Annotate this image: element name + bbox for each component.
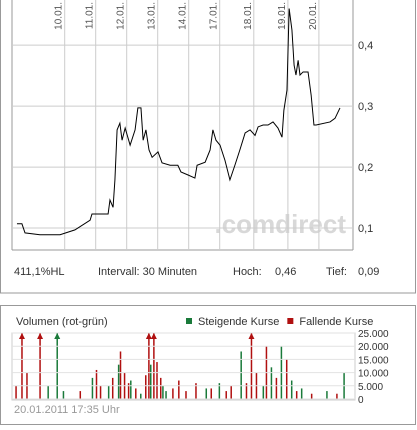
volume-bar (99, 385, 102, 399)
y-tick-label: 0 (358, 395, 364, 406)
volume-bar (95, 369, 98, 399)
volume-bar (91, 377, 94, 399)
volume-bar (135, 388, 137, 399)
volume-bar (250, 333, 253, 399)
volume-bar (162, 385, 164, 399)
volume-bar (326, 391, 328, 399)
volume-bar (153, 333, 155, 399)
info-low: 0,09 (358, 266, 379, 278)
volume-bar (218, 383, 221, 399)
volume-title: Volumen (rot-grün) (16, 316, 108, 328)
info-range: 411,1%HL (14, 266, 65, 278)
volume-plot (11, 332, 356, 401)
watermark: .comdirect (215, 209, 347, 239)
volume-bar (127, 383, 130, 399)
x-tick-label: 20.01. (308, 2, 319, 30)
x-tick-label: 13.01. (147, 2, 158, 30)
volume-bar (225, 391, 227, 399)
volume-bar (240, 351, 242, 399)
volume-bar (295, 391, 298, 399)
volume-bar (62, 391, 65, 399)
volume-bar (290, 380, 293, 399)
legend-swatch (287, 318, 294, 324)
footer: 20.01.2011 17:35 Uhr (14, 404, 120, 416)
x-tick-label: 18.01. (243, 2, 254, 30)
volume-bar (156, 362, 158, 399)
y-tick-label: 5.000 (358, 382, 383, 393)
volume-bar (130, 380, 132, 399)
volume-bar (39, 333, 41, 399)
volume-bar (56, 333, 58, 399)
volume-bar (336, 393, 338, 399)
x-tick-label: 17.01. (209, 2, 220, 30)
overflow-arrow (18, 333, 25, 339)
y-tick-label: 0,2 (358, 162, 373, 174)
legend-swatch (186, 318, 192, 324)
volume-bar (185, 391, 187, 399)
volume-bar (275, 377, 278, 399)
volume-bar (262, 385, 265, 399)
y-tick-label: 20.000 (358, 342, 389, 353)
y-tick-label: 10.000 (358, 369, 389, 380)
volume-bar (79, 391, 82, 399)
y-tick-label: 0,1 (358, 223, 373, 235)
overflow-arrow (54, 333, 61, 339)
volume-bar (111, 377, 114, 399)
volume-bar (117, 364, 120, 399)
x-tick-label: 11.01. (85, 2, 96, 29)
y-tick-label: 0,3 (358, 101, 373, 113)
volume-bar (300, 388, 303, 399)
volume-bar (205, 388, 208, 399)
legend-label: Steigende Kurse (198, 316, 279, 328)
overflow-arrow (37, 333, 44, 339)
overflow-arrow (150, 333, 157, 339)
volume-bar (15, 385, 17, 399)
overflow-arrow (145, 333, 152, 339)
price-line (16, 8, 341, 236)
price-panel (0, 0, 416, 294)
volume-bar (310, 393, 313, 399)
volume-bar (195, 383, 197, 399)
x-tick-label: 10.01. (54, 2, 65, 30)
x-tick-label: 19.01. (277, 2, 288, 30)
y-tick-label: 15.000 (358, 355, 389, 366)
volume-bar (230, 385, 232, 399)
info-interval: Intervall: 30 Minuten (98, 266, 197, 278)
info-high: 0,46 (275, 266, 296, 278)
volume-bar (245, 383, 248, 399)
volume-bar (210, 388, 213, 399)
x-tick-label: 12.01. (116, 2, 127, 30)
volume-bar (119, 351, 122, 399)
volume-bar (148, 333, 150, 399)
volume-bar (178, 380, 180, 399)
volume-bar (107, 385, 110, 399)
legend-label: Fallende Kurse (299, 316, 373, 328)
volume-bar (140, 393, 142, 399)
y-tick-label: 25.000 (358, 329, 389, 340)
y-tick-label: 0,4 (358, 40, 373, 52)
volume-bar (145, 375, 147, 399)
info-low-label: Tief: (326, 266, 347, 278)
x-tick-label: 14.01. (178, 2, 189, 30)
volume-bar (270, 367, 273, 399)
info-high-label: Hoch: (233, 266, 262, 278)
volume-bar (47, 385, 49, 399)
overflow-arrow (248, 333, 255, 339)
volume-bar (159, 377, 162, 399)
volume-bar (21, 333, 23, 399)
volume-bar (285, 359, 288, 399)
volume-bar (165, 391, 167, 399)
volume-bar (172, 388, 174, 399)
volume-bar (150, 364, 152, 399)
